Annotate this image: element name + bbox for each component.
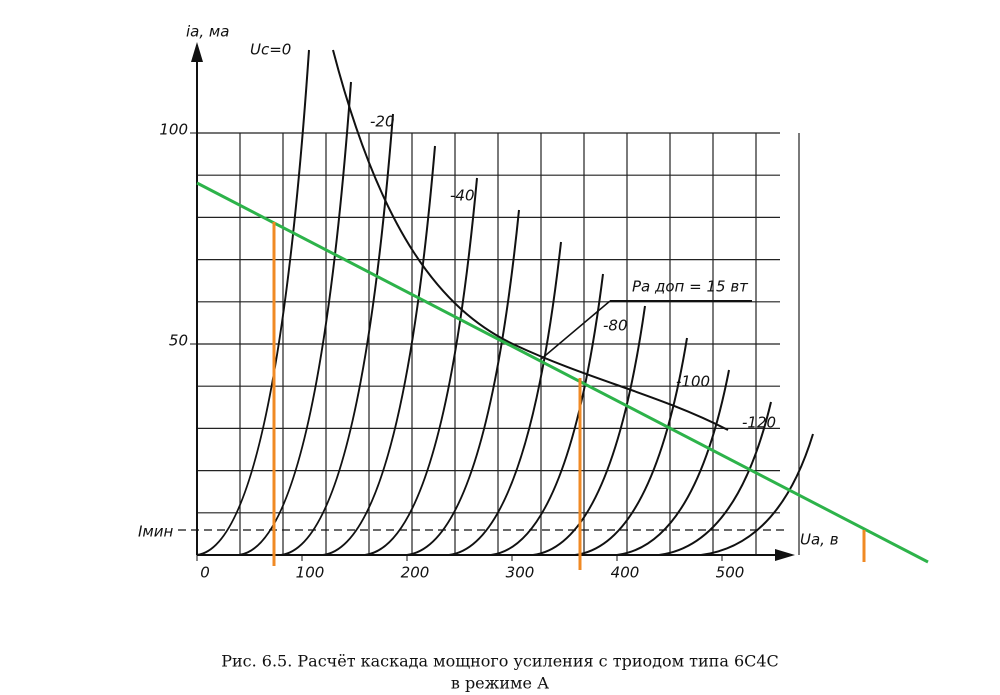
y-tick-label: 100 (159, 121, 188, 139)
x-tick-label: 300 (506, 564, 535, 582)
power-leader (539, 300, 611, 361)
y-tick-label: 50 (169, 332, 188, 350)
characteristic-curve (364, 177, 478, 556)
y-axis-label: iа, ма (186, 23, 229, 41)
characteristic-curve (196, 49, 310, 556)
curve-label: -100 (676, 373, 710, 391)
caption: в режиме А (451, 674, 549, 693)
power-hyperbola (332, 49, 729, 431)
curve-label: -120 (742, 414, 776, 432)
characteristic-curve (490, 273, 604, 556)
characteristic-curve (406, 209, 520, 556)
y-arrow (191, 42, 203, 62)
curve-label: -80 (603, 317, 628, 335)
characteristic-curve (238, 81, 352, 556)
load-line (196, 181, 929, 564)
x-tick-label: 500 (716, 564, 745, 582)
characteristic-curve (574, 337, 688, 556)
power-label: Pа доп = 15 вт (632, 278, 749, 296)
characteristic-curve (448, 241, 562, 556)
x-arrow (775, 549, 795, 561)
caption: Рис. 6.5. Расчёт каскада мощного усилени… (221, 652, 779, 671)
characteristic-curve (658, 401, 772, 556)
characteristic-curve (280, 113, 394, 556)
characteristic-curve (616, 369, 730, 556)
x-axis-label: Uа, в (800, 531, 839, 549)
characteristic-curve (700, 433, 814, 556)
x-tick-label: 200 (401, 564, 430, 582)
x-tick-label: 400 (611, 564, 640, 582)
x-tick-label: 100 (296, 564, 325, 582)
curves (196, 49, 814, 556)
curve-label: Uс=0 (250, 41, 291, 59)
characteristic-curve (532, 305, 646, 556)
grid (197, 132, 800, 555)
i-min-label: Iмин (138, 523, 173, 541)
curve-label: -40 (450, 187, 475, 205)
curve-label: -20 (370, 113, 395, 131)
x-tick-label: 0 (200, 564, 210, 582)
characteristic-curve (322, 145, 436, 556)
